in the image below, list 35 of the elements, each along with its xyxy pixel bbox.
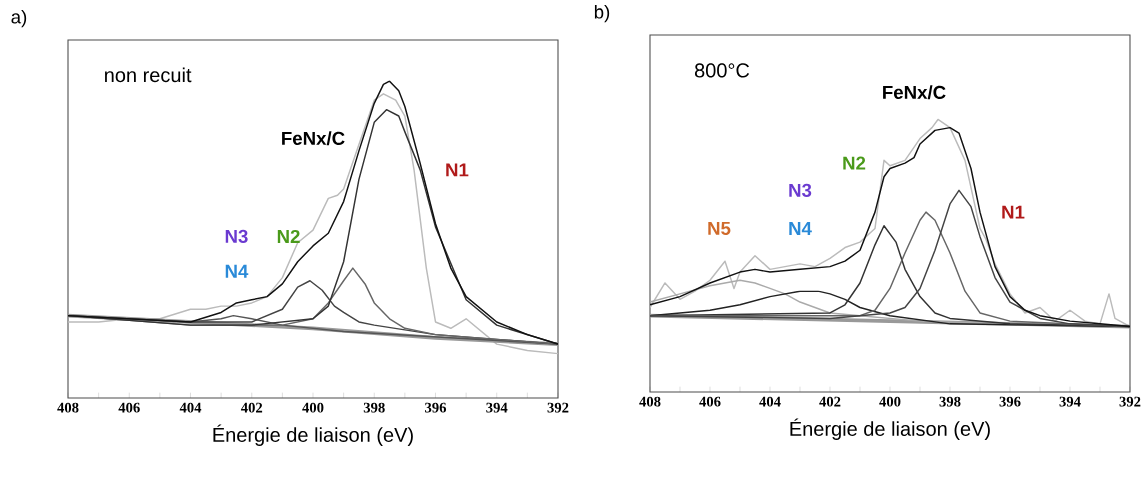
annotation: N5 [708, 221, 731, 235]
annotation: N3 [225, 229, 248, 244]
x-tick-label: 408 [639, 396, 661, 407]
x-tick-label: 408 [57, 402, 79, 413]
x-tick-label: 392 [1119, 396, 1141, 407]
annotation: N2 [277, 229, 300, 243]
annotation: FeNx/C [282, 131, 345, 146]
chart-title: a) [11, 9, 27, 28]
x-axis-title: Énergie de liaison (eV) [790, 418, 990, 440]
x-tick-label: 406 [699, 396, 721, 407]
annotation: N2 [843, 156, 866, 170]
x-tick-label: 400 [302, 402, 324, 413]
annotation: N1 [1002, 205, 1025, 219]
x-tick-label: 394 [486, 402, 508, 413]
annotation: non recuit [105, 67, 192, 83]
x-tick-label: 398 [363, 402, 385, 413]
text: 800°C [694, 63, 750, 78]
annotation: N4 [789, 222, 812, 235]
annotation: N4 [225, 264, 249, 278]
x-tick-label: 404 [759, 396, 781, 407]
x-tick-label: 394 [1059, 396, 1081, 407]
annotation: N1 [446, 163, 469, 177]
annotation: N3 [789, 183, 812, 197]
x-tick-label: 406 [118, 402, 140, 413]
x-tick-label: 398 [939, 396, 961, 407]
x-tick-label: 402 [819, 396, 841, 407]
x-tick-label: 396 [425, 402, 447, 413]
x-tick-label: 402 [240, 402, 263, 413]
x-tick-label: 404 [179, 402, 202, 413]
x-axis-title: Énergie de liaison (eV) [213, 424, 413, 446]
x-tick-label: 396 [999, 396, 1021, 407]
x-tick-label: 392 [547, 402, 569, 413]
chart-title: b) [594, 4, 610, 23]
text: FeNx/C [883, 85, 946, 100]
x-tick-label: 400 [879, 396, 901, 407]
